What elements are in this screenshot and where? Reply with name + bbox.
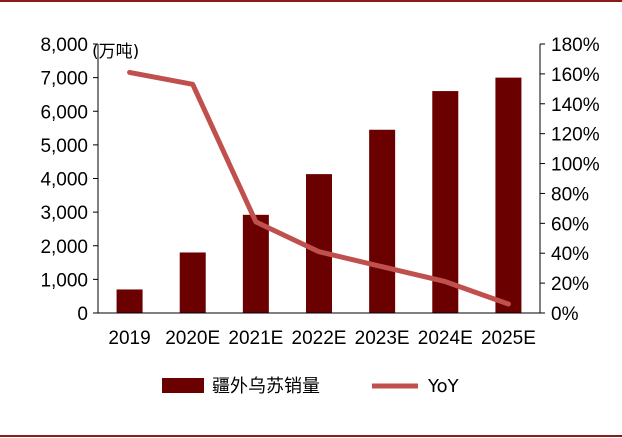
left-axis-unit-label: (万吨) [92, 42, 139, 62]
legend: 疆外乌苏销量 YoY [162, 376, 460, 397]
legend-bar-swatch [162, 378, 204, 393]
right-tick-label: 0% [551, 304, 579, 325]
x-tick-label: 2023E [355, 328, 410, 349]
x-axis: 2019 2020E 2021E 2022E 2023E 2024E 2025E [108, 328, 535, 349]
bar [432, 91, 459, 313]
x-tick-label: 2024E [418, 328, 473, 349]
x-tick-label: 2019 [108, 328, 150, 349]
left-tick-label: 7,000 [40, 69, 88, 90]
bar [242, 214, 269, 313]
left-tick-label: 8,000 [40, 35, 88, 56]
legend-bar-label: 疆外乌苏销量 [212, 376, 320, 397]
bottom-rule [0, 435, 622, 437]
right-axis: 0% 20% 40% 60% 80% 100% 120% 140% 160% 180% [539, 35, 600, 325]
x-tick-label: 2022E [292, 328, 347, 349]
right-tick-label: 140% [551, 95, 600, 116]
line-series [127, 69, 511, 307]
bar [179, 252, 206, 313]
bar [369, 129, 396, 313]
right-tick-label: 40% [551, 244, 589, 265]
bar [495, 77, 522, 313]
right-tick-label: 120% [551, 125, 600, 146]
left-tick-label: 1,000 [40, 270, 88, 291]
left-tick-label: 6,000 [40, 102, 88, 123]
top-rule [0, 0, 622, 2]
x-tick-label: 2020E [165, 328, 220, 349]
left-tick-label: 4,000 [40, 170, 88, 191]
left-tick-label: 2,000 [40, 237, 88, 258]
right-tick-label: 80% [551, 184, 589, 205]
left-tick-label: 0 [77, 304, 88, 325]
x-tick-label: 2025E [481, 328, 536, 349]
bar-series [98, 77, 540, 314]
x-tick-label: 2021E [228, 328, 283, 349]
legend-line-label: YoY [427, 376, 460, 397]
left-tick-label: 3,000 [40, 203, 88, 224]
right-tick-label: 20% [551, 274, 589, 295]
right-tick-label: 180% [551, 35, 600, 56]
left-tick-label: 5,000 [40, 136, 88, 157]
left-axis: 0 1,000 2,000 3,000 4,000 5,000 6,000 7,000 8,00… [40, 35, 99, 325]
bar [116, 289, 143, 313]
right-tick-label: 60% [551, 214, 589, 235]
bar [306, 174, 332, 313]
right-tick-label: 160% [551, 65, 600, 86]
right-tick-label: 100% [551, 155, 600, 176]
